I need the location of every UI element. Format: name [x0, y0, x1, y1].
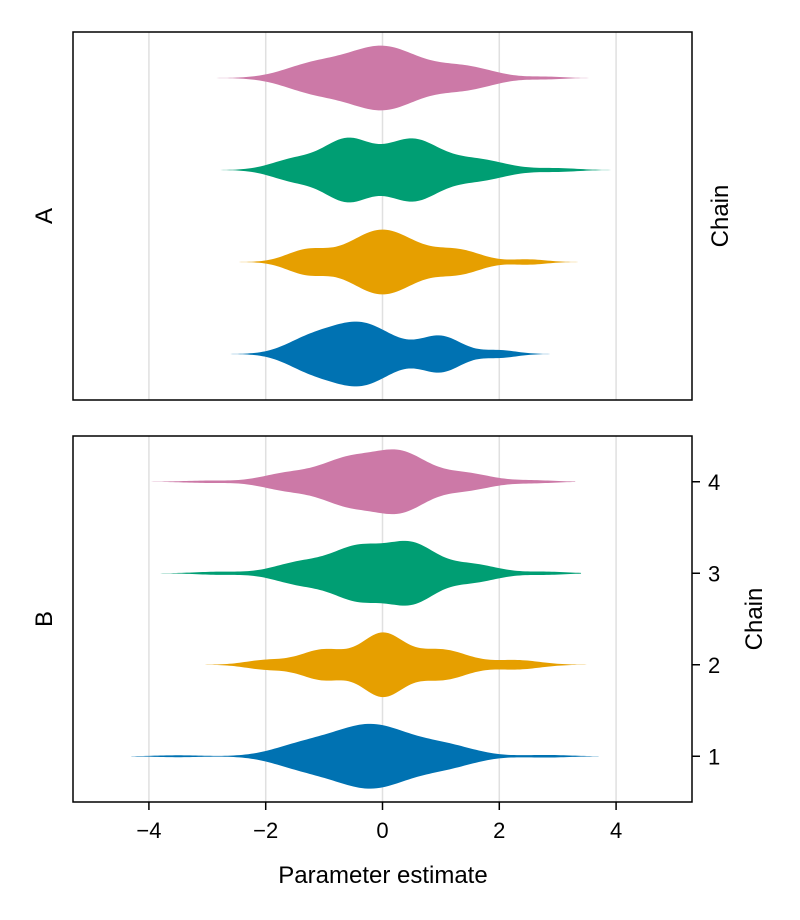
violin-chain-4	[137, 449, 576, 515]
x-tick-label: 0	[376, 818, 388, 843]
plot-frame	[72, 31, 693, 401]
y-tick-label: 3	[708, 561, 720, 586]
panel-b: B 1 2 3 4 Chain	[31, 435, 768, 803]
violin-chain-2	[189, 632, 587, 698]
y-tick-label: 4	[708, 470, 720, 495]
y-tick-label: 1	[708, 744, 720, 769]
x-tick-label: 2	[493, 818, 505, 843]
right-axis-title: Chain	[741, 588, 768, 651]
panel-label-a: A	[31, 208, 58, 224]
x-tick-label: 4	[610, 818, 622, 843]
x-tick-label: −4	[136, 818, 161, 843]
x-axis: −4 −2 0 2 4	[136, 802, 622, 843]
violin-chain-1	[178, 321, 576, 387]
violin-chain-4	[183, 45, 617, 111]
right-axis-title: Chain	[707, 185, 734, 248]
panel-a: A Chain	[31, 31, 734, 401]
x-axis-title: Parameter estimate	[278, 862, 487, 889]
x-tick-label: −2	[253, 818, 278, 843]
panel-label-b: B	[31, 611, 58, 627]
violin-chain-3	[148, 137, 646, 203]
violin-chain-2	[172, 229, 582, 295]
violin-chain-1	[131, 723, 599, 789]
y-tick-label: 2	[708, 653, 720, 678]
violin-chain-3	[154, 540, 582, 606]
